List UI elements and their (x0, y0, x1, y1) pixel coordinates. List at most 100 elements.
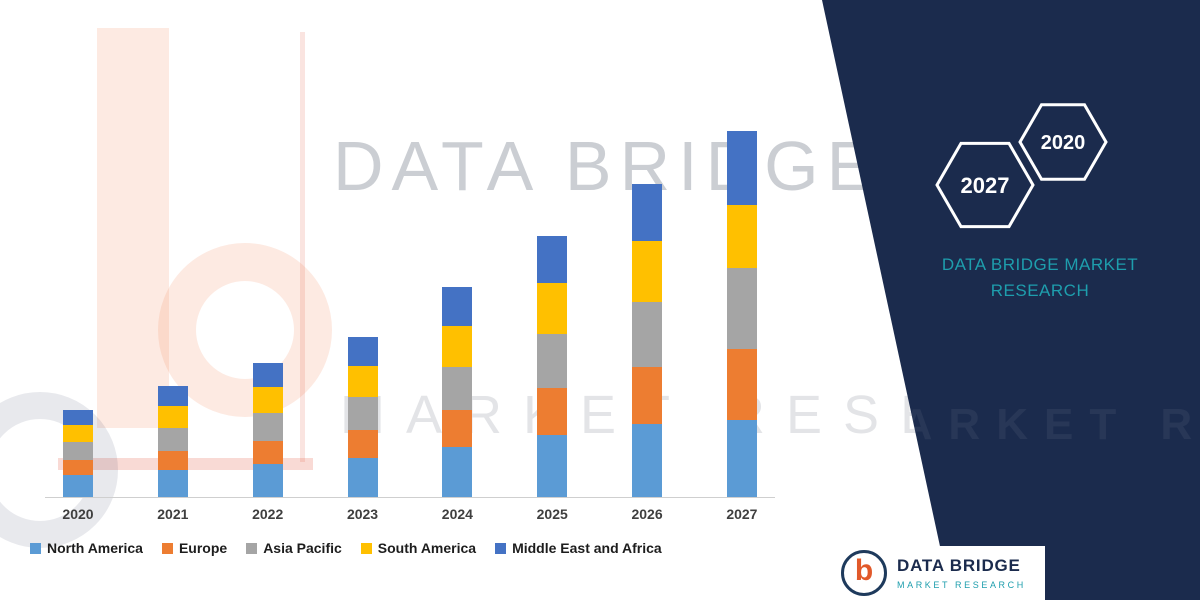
x-axis-labels: 2020 2021 2022 2023 2024 2025 2026 2027 (50, 506, 770, 522)
legend-item-south-america: South America (360, 540, 477, 556)
bar-segment-2026-north-america (632, 424, 663, 497)
watermark-text-data-bridge: DATA BRIDGE (333, 127, 882, 205)
x-axis-label-2025: 2025 (536, 506, 568, 522)
legend-swatch-south-america (360, 542, 372, 554)
legend-item-asia-pacific: Asia Pacific (246, 540, 342, 556)
bar-2023 (335, 337, 391, 497)
legend-swatch-middle-east-and-africa (495, 542, 507, 554)
data-bridge-logo-icon: b (841, 550, 887, 596)
legend-label-asia-pacific: Asia Pacific (263, 540, 342, 556)
bar-chart (50, 131, 770, 497)
bar-2021 (145, 386, 201, 497)
legend-swatch-europe (161, 542, 173, 554)
legend-item-north-america: North America (30, 540, 143, 556)
bar-segment-2027-asia-pacific (726, 268, 757, 349)
bar-segment-2023-south-america (347, 366, 378, 397)
bar-segment-2026-south-america (632, 241, 663, 302)
bar-segment-2024-middle-east-and-africa (442, 287, 473, 326)
bar-segment-2022-europe (252, 441, 283, 464)
bar-segment-2026-europe (632, 367, 663, 424)
bar-stack-2027 (726, 131, 757, 497)
legend-swatch-asia-pacific (246, 542, 258, 554)
bar-stack-2024 (442, 287, 473, 497)
bar-segment-2025-europe (537, 388, 568, 435)
bar-segment-2022-north-america (252, 464, 283, 497)
x-axis-label-2021: 2021 (157, 506, 189, 522)
x-axis-label-2022: 2022 (252, 506, 284, 522)
footer-logo-subtext: MARKET RESEARCH (897, 580, 1026, 590)
bar-2020 (50, 410, 106, 497)
hexagon-2027-outline (935, 141, 1035, 229)
footer-logo: b DATA BRIDGE MARKET RESEARCH (833, 546, 1045, 600)
bar-segment-2021-south-america (157, 406, 188, 428)
x-axis-label-2026: 2026 (631, 506, 663, 522)
x-axis-label-2024: 2024 (441, 506, 473, 522)
bar-segment-2023-europe (347, 430, 378, 458)
chart-legend: North America Europe Asia Pacific South Ame… (30, 540, 790, 556)
year-hexagons: 2027 2020 (935, 103, 1108, 229)
legend-label-europe: Europe (178, 540, 228, 556)
legend-item-middle-east-and-africa: Middle East and Africa (495, 540, 662, 556)
bar-segment-2024-asia-pacific (442, 367, 473, 410)
bar-segment-2021-europe (157, 451, 188, 470)
bar-2024 (429, 287, 485, 497)
bar-segment-2021-north-america (157, 470, 188, 497)
x-axis-label-2027: 2027 (726, 506, 758, 522)
footer-logo-text: DATA BRIDGE MARKET RESEARCH (897, 556, 1026, 590)
bar-segment-2020-south-america (63, 425, 93, 442)
panel-brand-title: DATA BRIDGE MARKET RESEARCH (925, 252, 1155, 303)
bar-2022 (240, 363, 296, 497)
bar-stack-2026 (632, 184, 663, 497)
bar-segment-2023-middle-east-and-africa (347, 337, 378, 366)
bar-segment-2020-europe (63, 460, 93, 475)
bar-2026 (619, 184, 675, 497)
bar-segment-2022-middle-east-and-africa (252, 363, 283, 387)
bar-segment-2020-north-america (63, 475, 93, 497)
bar-segment-2025-middle-east-and-africa (537, 236, 568, 283)
bar-segment-2021-middle-east-and-africa (157, 386, 188, 406)
bar-segment-2021-asia-pacific (157, 428, 188, 451)
bar-segment-2023-north-america (347, 458, 378, 497)
panel-brand-title-line2: RESEARCH (990, 280, 1090, 300)
bar-stack-2022 (252, 363, 283, 497)
bar-segment-2022-south-america (252, 387, 283, 413)
bar-2025 (524, 236, 580, 497)
legend-label-north-america: North America (47, 540, 143, 556)
watermark-logo-stem (97, 28, 169, 428)
bar-segment-2026-asia-pacific (632, 302, 663, 367)
bar-2027 (714, 131, 770, 497)
bar-stack-2025 (537, 236, 568, 497)
bar-segment-2022-asia-pacific (252, 413, 283, 441)
bar-stack-2021 (157, 386, 188, 497)
x-axis-label-2023: 2023 (346, 506, 379, 522)
x-axis-baseline (45, 497, 775, 498)
bar-segment-2025-south-america (537, 283, 568, 334)
bar-segment-2024-north-america (442, 447, 473, 497)
x-axis-label-2020: 2020 (62, 506, 94, 522)
bar-segment-2024-europe (442, 410, 473, 447)
bar-segment-2027-south-america (726, 205, 757, 268)
panel-brand-title-line1: DATA BRIDGE MARKET (941, 255, 1139, 274)
hexagon-year-left: 2027 (961, 173, 1010, 198)
bar-segment-2024-south-america (442, 326, 473, 367)
legend-swatch-north-america (30, 542, 41, 554)
bar-segment-2025-asia-pacific (537, 334, 568, 388)
bar-segment-2020-middle-east-and-africa (63, 410, 93, 425)
bar-segment-2020-asia-pacific (63, 442, 93, 460)
bar-stack-2020 (63, 410, 93, 497)
bar-segment-2027-middle-east-and-africa (726, 131, 757, 205)
legend-label-middle-east-and-africa: Middle East and Africa (512, 540, 662, 556)
legend-label-south-america: South America (377, 540, 477, 556)
logo-letter: b (854, 554, 874, 587)
bar-segment-2027-europe (726, 349, 757, 420)
legend-item-europe: Europe (161, 540, 228, 556)
bar-stack-2023 (347, 337, 378, 497)
bar-segment-2023-asia-pacific (347, 397, 378, 430)
bar-segment-2025-north-america (537, 435, 568, 497)
footer-logo-name: DATA BRIDGE (897, 556, 1021, 575)
bar-segment-2027-north-america (726, 420, 757, 497)
watermark-logo-edge (300, 32, 305, 462)
hexagon-2020-outline (1018, 103, 1108, 181)
bar-segment-2026-middle-east-and-africa (632, 184, 663, 241)
